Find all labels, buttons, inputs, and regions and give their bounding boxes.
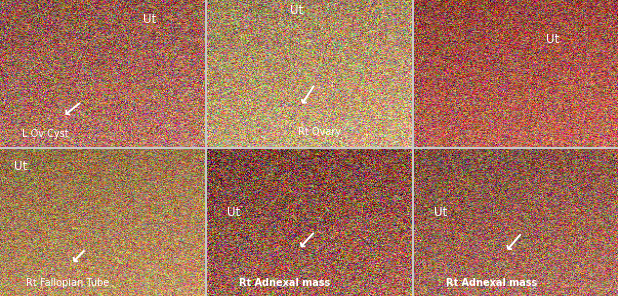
Text: Ut: Ut: [227, 206, 240, 219]
Text: Rt Ovary: Rt Ovary: [298, 127, 341, 137]
Text: L Ov Cyst: L Ov Cyst: [22, 129, 68, 139]
Text: Rt Adnexal mass: Rt Adnexal mass: [446, 278, 537, 288]
Text: Ut: Ut: [143, 13, 156, 26]
Text: Rt Adnexal mass: Rt Adnexal mass: [239, 278, 330, 288]
Text: Ut: Ut: [14, 160, 27, 173]
Text: Ut: Ut: [434, 206, 447, 219]
Text: Rt Fallopian Tube: Rt Fallopian Tube: [26, 278, 109, 288]
Text: Ut: Ut: [546, 33, 559, 46]
Text: Ut: Ut: [290, 4, 303, 17]
